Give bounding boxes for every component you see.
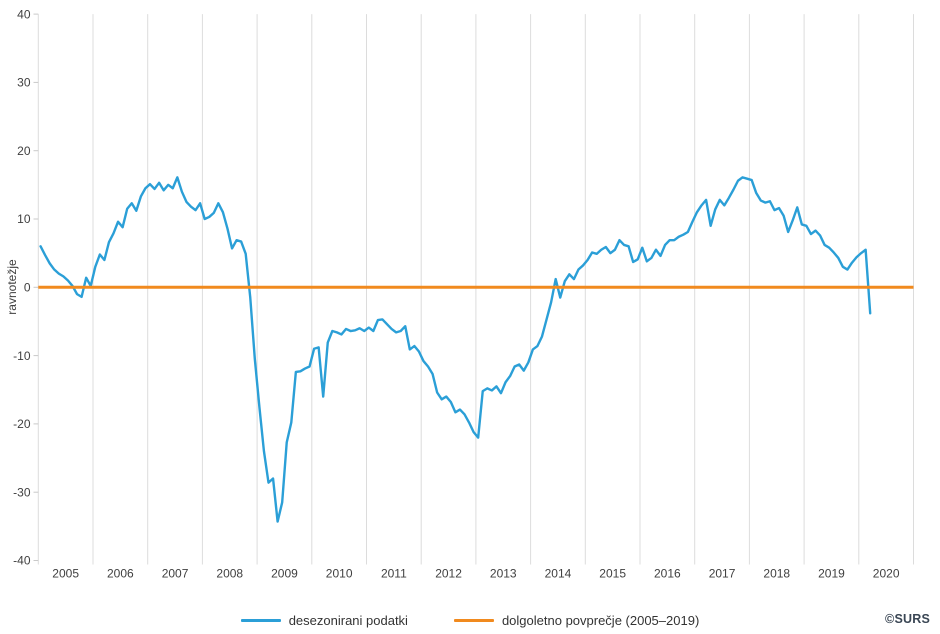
x-tick-label: 2014 xyxy=(545,567,572,581)
x-tick-label: 2020 xyxy=(873,567,900,581)
line-swatch-blue-icon xyxy=(240,618,281,622)
y-tick-label: -10 xyxy=(13,349,31,363)
y-tick-label: 0 xyxy=(24,281,31,295)
x-tick-label: 2013 xyxy=(490,567,517,581)
x-tick-label: 2011 xyxy=(381,567,407,581)
x-tick-label: 2017 xyxy=(709,567,736,581)
x-tick-label: 2016 xyxy=(654,567,681,581)
y-tick-label: 10 xyxy=(17,212,31,226)
legend-label-dolgoletno-povprecje: dolgoletno povprečje (2005–2019) xyxy=(501,612,700,628)
series-desezonirani-podatki xyxy=(39,176,872,523)
source-credit: ©SURS xyxy=(885,612,930,626)
x-tick-label: 2005 xyxy=(52,567,79,581)
line-swatch-orange-icon xyxy=(453,618,494,622)
y-axis-title: ravnotežje xyxy=(5,259,19,315)
x-tick-label: 2008 xyxy=(216,567,243,581)
x-tick-label: 2012 xyxy=(435,567,462,581)
y-tick-label: 30 xyxy=(17,76,31,90)
legend-item-dolgoletno-povprecje: dolgoletno povprečje (2005–2019) xyxy=(453,612,700,628)
x-tick-label: 2018 xyxy=(763,567,790,581)
y-tick-label: -40 xyxy=(13,554,31,568)
y-tick-label: 40 xyxy=(17,7,31,21)
y-tick-label: -20 xyxy=(13,417,31,431)
x-tick-label: 2007 xyxy=(162,567,189,581)
x-tick-label: 2019 xyxy=(818,567,845,581)
legend: desezonirani podatki dolgoletno povprečj… xyxy=(0,608,940,632)
legend-item-desezonirani-podatki: desezonirani podatki xyxy=(240,612,408,628)
x-tick-label: 2015 xyxy=(599,567,626,581)
y-tick-label: -30 xyxy=(13,485,31,499)
x-tick-label: 2006 xyxy=(107,567,134,581)
x-tick-label: 2009 xyxy=(271,567,298,581)
legend-label-desezonirani-podatki: desezonirani podatki xyxy=(288,612,408,628)
y-tick-label: 20 xyxy=(17,144,31,158)
x-tick-label: 2010 xyxy=(326,567,353,581)
